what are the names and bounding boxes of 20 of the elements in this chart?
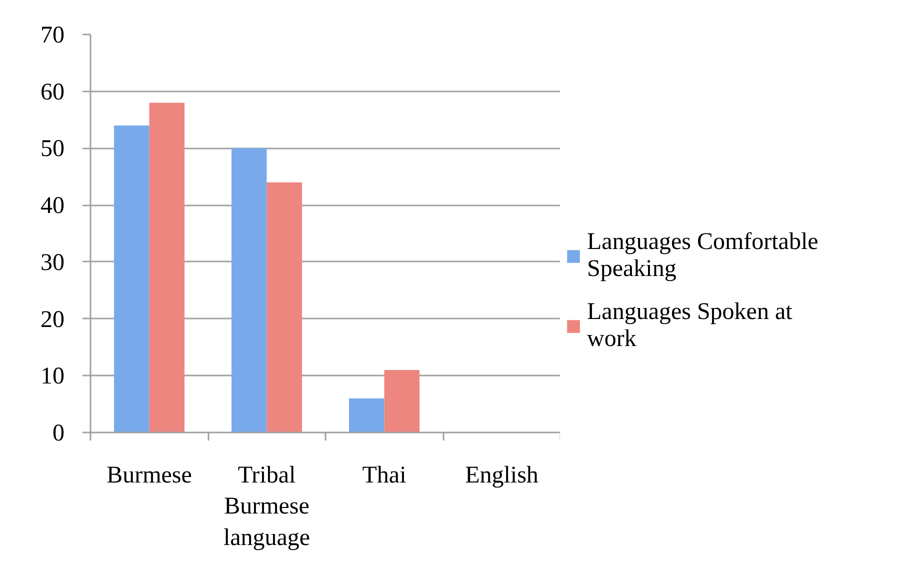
y-tick-label: 20 — [40, 306, 64, 333]
y-tick-label: 10 — [40, 364, 64, 390]
bar — [266, 182, 302, 432]
y-tick-label: 50 — [40, 136, 64, 162]
bar — [349, 398, 384, 432]
x-tick-label: English — [465, 462, 538, 488]
y-tick-label: 0 — [52, 420, 64, 446]
bar — [114, 125, 150, 432]
y-tick-label: 70 — [40, 22, 64, 48]
x-tick-label: Burmese — [106, 462, 192, 488]
bar — [149, 102, 184, 432]
bar — [232, 148, 267, 432]
legend-label: Languages Spoken at work — [587, 299, 792, 353]
legend-label: Languages Comfortable Speaking — [587, 229, 818, 283]
bar — [384, 370, 420, 432]
y-tick-label: 40 — [40, 193, 64, 220]
y-tick-label: 30 — [40, 250, 64, 276]
y-tick-label: 60 — [40, 79, 64, 106]
x-tick-label: Thai — [362, 462, 407, 488]
x-tick-label: Tribal Burmese language — [223, 462, 310, 551]
